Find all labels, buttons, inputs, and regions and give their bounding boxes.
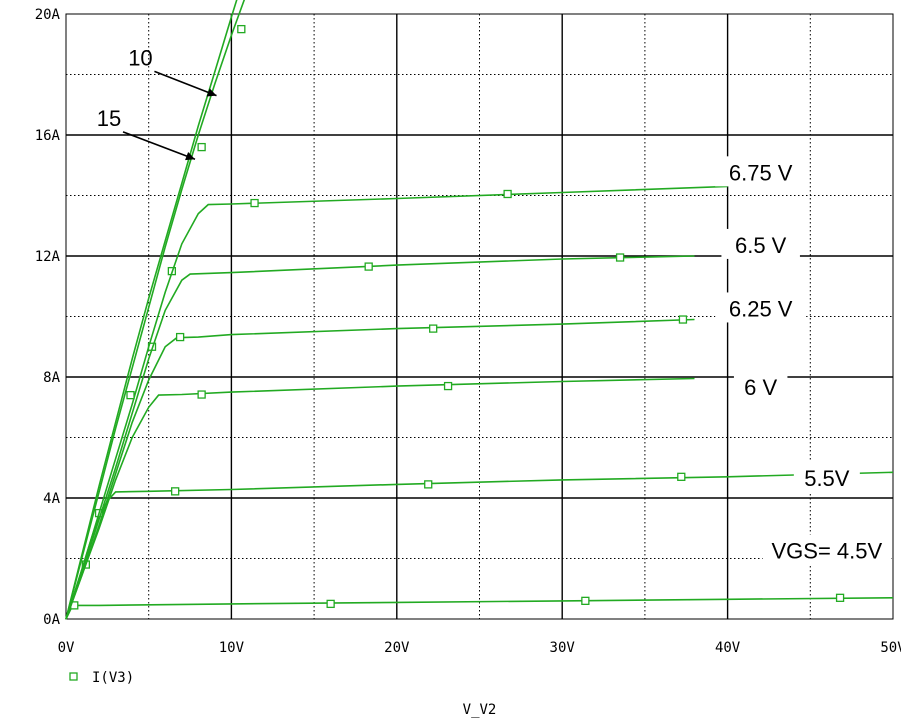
y-tick-label: 0A	[43, 612, 60, 628]
curve-label: 10	[128, 45, 152, 70]
curve-label: VGS= 4.5V	[771, 538, 882, 563]
data-marker	[503, 189, 512, 199]
data-marker	[443, 381, 453, 391]
label-arrow	[122, 131, 196, 160]
label-arrowhead	[185, 151, 196, 161]
curve-label: 6.5 V	[735, 233, 787, 258]
data-marker	[429, 324, 438, 333]
series-line	[65, 0, 238, 620]
series-6-25-v	[65, 315, 695, 620]
label-background	[721, 228, 800, 259]
data-marker	[326, 599, 335, 609]
data-marker	[126, 390, 135, 400]
data-marker	[237, 24, 246, 34]
legend-marker	[69, 672, 78, 681]
y-tick-label: 4A	[43, 491, 60, 507]
axis-ticks: 0V 10V 20V 30V 40V 50V 0A 4A 8A 12A 16A 20A	[35, 7, 901, 656]
series-line	[65, 255, 695, 620]
data-marker	[250, 198, 259, 208]
y-tick-label: 16A	[35, 128, 61, 144]
curve-label: 6.75 V	[729, 160, 793, 185]
y-tick-label: 12A	[35, 249, 61, 265]
legend: I(V3)	[69, 670, 134, 686]
y-tick-label: 8A	[43, 370, 60, 386]
legend-entry: I(V3)	[92, 670, 134, 686]
curve-label: 6 V	[744, 375, 777, 400]
data-marker	[678, 315, 688, 324]
label-background	[733, 371, 788, 402]
x-tick-label: 50V	[880, 640, 901, 656]
data-marker	[175, 332, 185, 342]
series-vgs-4-5v	[65, 593, 894, 620]
data-marker	[615, 253, 625, 262]
plot-frame	[65, 13, 894, 620]
label-arrow	[154, 70, 217, 97]
series-line	[65, 597, 894, 620]
x-tick-label: 30V	[550, 640, 576, 656]
curve-label: 15	[97, 106, 121, 131]
series-6-75-v	[65, 185, 728, 620]
data-marker	[197, 390, 206, 399]
series-line	[65, 185, 728, 620]
label-arrowhead	[206, 88, 217, 97]
data-marker	[171, 487, 180, 496]
label-background	[793, 461, 860, 492]
y-tick-label: 20A	[35, 7, 61, 23]
data-marker	[364, 262, 373, 271]
curve-label: 6.25 V	[729, 296, 793, 321]
series-6-v	[65, 377, 695, 620]
curve-label: 5.5V	[804, 466, 850, 491]
data-marker	[677, 472, 686, 481]
series-10	[65, 0, 246, 620]
series-line	[65, 0, 246, 620]
data-marker	[835, 593, 845, 602]
x-tick-label: 0V	[58, 640, 75, 656]
x-tick-label: 20V	[384, 640, 410, 656]
data-marker	[424, 480, 433, 489]
x-tick-label: 10V	[219, 640, 245, 656]
label-background	[715, 292, 807, 323]
curve-labels: VGS= 4.5V 5.5V 6 V 6.25 V 6.5 V 6.75 V 15 10	[97, 45, 892, 565]
series-15	[65, 0, 246, 620]
data-marker	[581, 596, 590, 605]
series-line	[65, 318, 695, 620]
label-background	[762, 534, 892, 565]
label-background	[715, 156, 807, 187]
series-line	[65, 377, 695, 620]
data-marker	[197, 142, 206, 152]
curves	[65, 0, 894, 620]
x-axis-label: V_V2	[463, 702, 497, 718]
x-tick-label: 40V	[715, 640, 741, 656]
